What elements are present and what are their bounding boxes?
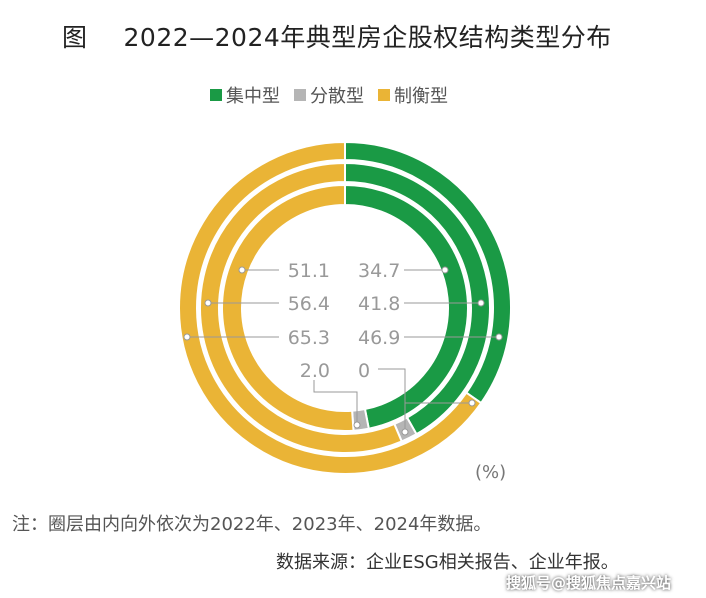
title-text: 2022—2024年典型房企股权结构类型分布 xyxy=(123,23,612,52)
leader-dot xyxy=(441,266,449,274)
data-label: 51.1 xyxy=(288,260,330,282)
leader-dot xyxy=(353,421,361,429)
leader-line xyxy=(378,368,472,404)
legend-swatch xyxy=(378,89,390,101)
leader-dot xyxy=(238,266,246,274)
data-label: 41.8 xyxy=(358,293,400,315)
source: 数据来源：企业ESG相关报告、企业年报。 xyxy=(276,552,619,573)
data-label: 46.9 xyxy=(358,327,400,349)
leader-dot xyxy=(401,428,409,436)
figure-label: 图 xyxy=(62,23,88,52)
legend-item: 集中型 xyxy=(210,82,280,108)
leader-dot xyxy=(183,333,191,341)
ring-segment-2024 xyxy=(178,140,483,475)
data-label: 34.7 xyxy=(358,260,400,282)
watermark: 搜狐号@搜狐焦点嘉兴站 xyxy=(506,574,672,592)
legend-swatch xyxy=(210,89,222,101)
data-label: 2.0 xyxy=(300,360,330,382)
leader-dot xyxy=(495,333,503,341)
leader-line xyxy=(313,380,358,425)
data-label: 0 xyxy=(358,360,370,382)
legend-item: 分散型 xyxy=(294,82,364,108)
ring-segment-2023 xyxy=(199,161,404,454)
legend-label: 制衡型 xyxy=(394,86,448,107)
legend-item: 制衡型 xyxy=(378,82,448,108)
unit-label: (%) xyxy=(475,462,506,483)
ring-segment-2022 xyxy=(220,183,355,432)
data-label: 65.3 xyxy=(288,327,330,349)
leader-dot xyxy=(204,299,212,307)
chart-title: 图 2022—2024年典型房企股权结构类型分布 xyxy=(62,18,612,54)
legend: 集中型 分散型 制衡型 xyxy=(210,82,448,108)
data-label: 56.4 xyxy=(288,293,330,315)
legend-swatch xyxy=(294,89,306,101)
legend-label: 集中型 xyxy=(226,86,280,107)
leader-dot xyxy=(477,299,485,307)
note: 注：圈层由内向外依次为2022年、2023年、2024年数据。 xyxy=(12,514,492,535)
leader-dot xyxy=(468,399,476,407)
legend-label: 分散型 xyxy=(310,86,364,107)
